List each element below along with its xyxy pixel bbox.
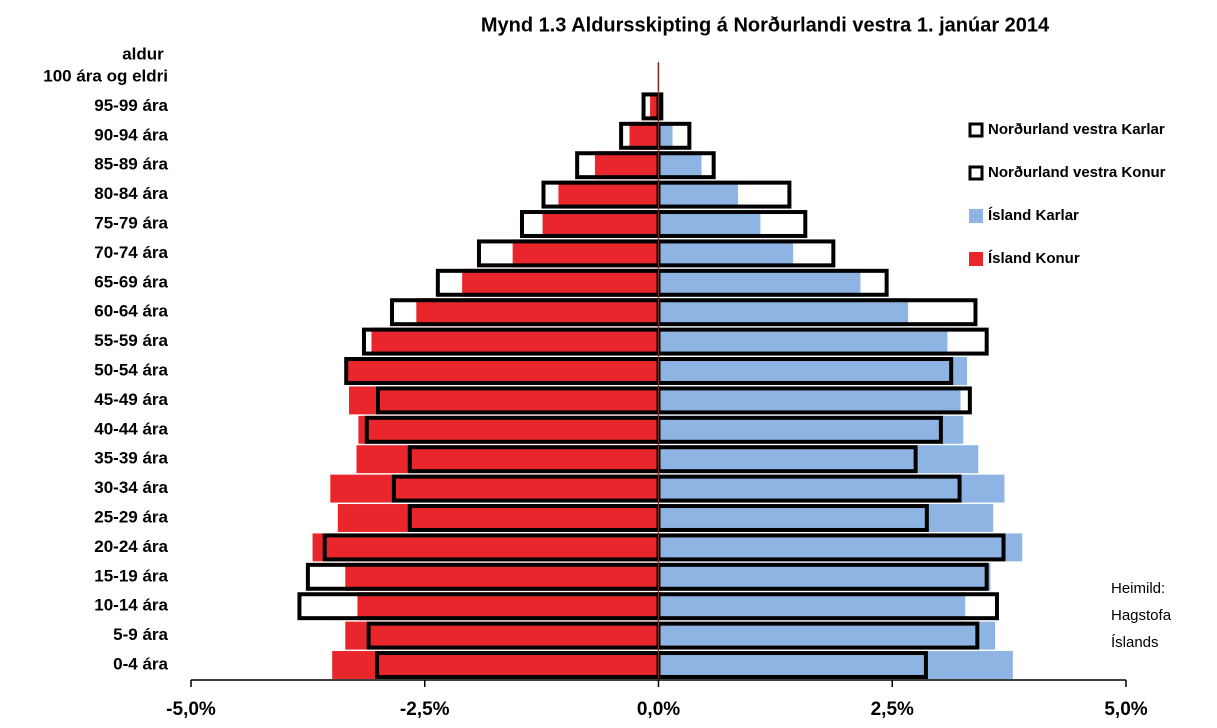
bar xyxy=(658,562,991,591)
y-tick-label: 0-4 ára xyxy=(113,654,168,673)
bar xyxy=(345,621,659,650)
bar xyxy=(658,504,994,532)
y-tick-label: 10-14 ára xyxy=(94,596,168,615)
bar xyxy=(358,415,659,444)
legend-swatch xyxy=(968,122,984,138)
y-tick-label: 70-74 ára xyxy=(94,243,168,262)
y-tick-label: 90-94 ára xyxy=(94,125,168,144)
bar xyxy=(542,210,659,238)
y-tick-label: 35-39 ára xyxy=(94,449,168,468)
y-tick-label: 20-24 ára xyxy=(94,537,168,556)
y-tick-label: 25-29 ára xyxy=(94,507,168,526)
legend-label: Ísland Konur xyxy=(988,250,1080,267)
bar xyxy=(346,357,659,385)
bar xyxy=(462,268,659,297)
bar xyxy=(337,504,659,532)
bar xyxy=(658,445,979,474)
y-tick-label: 100 ára og eldri xyxy=(43,66,168,85)
x-tick-label: 2,5% xyxy=(871,699,914,720)
legend-swatch xyxy=(969,252,983,266)
y-tick-label: 75-79 ára xyxy=(94,213,168,232)
bar xyxy=(658,298,909,327)
y-tick-label: 60-64 ára xyxy=(94,302,168,321)
source-note: Heimild: xyxy=(1111,580,1165,597)
x-tick-label: -2,5% xyxy=(400,699,450,720)
y-tick-label: 80-84 ára xyxy=(94,184,168,203)
y-tick-label: 95-99 ára xyxy=(94,96,168,115)
bar xyxy=(332,651,659,679)
bar xyxy=(345,562,659,591)
y-tick-label: 45-49 ára xyxy=(94,390,168,409)
bar xyxy=(594,151,659,180)
bar xyxy=(658,474,1005,503)
x-tick-label: 0,0% xyxy=(637,699,680,720)
y-tick-label: 5-9 ára xyxy=(113,625,168,644)
bar xyxy=(512,239,659,268)
bar xyxy=(371,327,659,356)
bar xyxy=(658,533,1023,562)
bar xyxy=(650,92,659,121)
bar xyxy=(658,621,996,650)
y-tick-label: 30-34 ára xyxy=(94,478,168,497)
bar xyxy=(658,415,964,444)
y-tick-label: 50-54 ára xyxy=(94,360,168,379)
bar xyxy=(658,210,761,238)
y-tick-label: 40-44 ára xyxy=(94,419,168,438)
legend-label: Ísland Karlar xyxy=(988,207,1079,224)
source-note: Hagstofa xyxy=(1111,607,1172,624)
bar xyxy=(658,151,702,180)
bar xyxy=(349,386,659,415)
y-axis-label: aldur xyxy=(122,44,164,63)
y-tick-label: 15-19 ára xyxy=(94,566,168,585)
legend-label: Norðurland vestra Karlar xyxy=(988,121,1165,138)
bar xyxy=(658,239,794,268)
chart-title: Mynd 1.3 Aldursskipting á Norðurlandi ve… xyxy=(481,14,1050,36)
bar xyxy=(658,357,968,385)
bar xyxy=(658,180,738,209)
bar xyxy=(330,474,659,503)
y-tick-label: 65-69 ára xyxy=(94,272,168,291)
legend-swatch xyxy=(969,209,983,223)
bar xyxy=(357,592,659,621)
bar xyxy=(416,298,659,327)
y-tick-label: 55-59 ára xyxy=(94,331,168,350)
bar xyxy=(658,386,961,415)
legend-label: Norðurland vestra Konur xyxy=(988,164,1166,181)
bar xyxy=(312,533,659,562)
legend-swatch xyxy=(968,165,984,181)
bar xyxy=(558,180,659,209)
bar xyxy=(658,327,948,356)
bar xyxy=(629,121,659,150)
bar xyxy=(658,592,966,621)
bar xyxy=(658,268,861,297)
x-tick-label: 5,0% xyxy=(1104,699,1147,720)
x-tick-label: -5,0% xyxy=(166,699,216,720)
source-note: Íslands xyxy=(1111,634,1159,651)
y-tick-label: 85-89 ára xyxy=(94,155,168,174)
bar xyxy=(658,651,1013,679)
bar xyxy=(356,445,659,474)
bar xyxy=(658,121,673,150)
